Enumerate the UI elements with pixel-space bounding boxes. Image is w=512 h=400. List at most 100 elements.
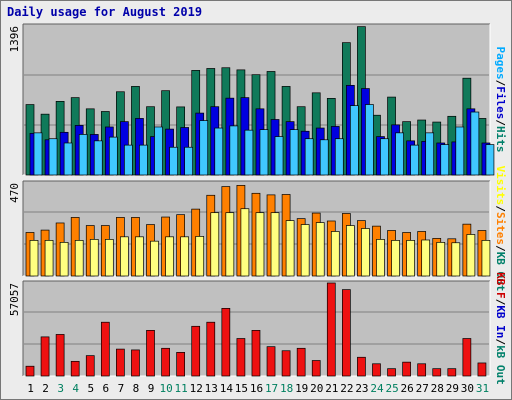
x-tick-label-day-15: 15 <box>235 382 248 395</box>
bar-pages-day-18 <box>289 129 299 176</box>
x-tick-label-day-16: 16 <box>250 382 263 395</box>
bar-visits-day-14 <box>225 212 235 277</box>
bar-pages-day-29 <box>455 126 465 176</box>
legend-label-bottom: KB F/KB In/kB Out <box>494 272 507 385</box>
bar-pages-day-27 <box>425 132 435 176</box>
bar-pages-day-6 <box>108 136 118 176</box>
bar-visits-day-4 <box>74 240 84 277</box>
bar-kb-f-day-7 <box>116 348 125 377</box>
x-tick-label-day-24: 24 <box>370 382 384 395</box>
bar-kb-f-day-10 <box>161 347 170 377</box>
legend-part: / <box>494 80 507 87</box>
bar-pages-day-13 <box>214 127 224 176</box>
bar-kb-f-day-25 <box>387 368 396 377</box>
x-tick-label-day-10: 10 <box>159 382 172 395</box>
bar-visits-day-31 <box>481 240 491 277</box>
legend-part: Pages <box>494 47 507 80</box>
bar-kb-f-day-26 <box>402 361 411 377</box>
x-tick-label-day-19: 19 <box>295 382 308 395</box>
bar-visits-day-10 <box>165 236 174 277</box>
x-tick-label-day-30: 30 <box>461 382 474 395</box>
bar-kb-f-day-18 <box>281 350 291 377</box>
legend-label-middle: Visits/Sites/KB Out <box>494 166 507 292</box>
x-tick-label-day-29: 29 <box>446 382 459 395</box>
x-tick-label-day-21: 21 <box>325 382 338 395</box>
bar-visits-day-13 <box>210 212 220 277</box>
bar-kb-f-day-12 <box>191 325 201 377</box>
chart-title: Daily usage for August 2019 <box>7 5 203 19</box>
bar-kb-f-day-2 <box>40 336 50 377</box>
legend-part: / <box>494 119 507 126</box>
bar-visits-day-17 <box>270 212 280 277</box>
x-tick-label-day-8: 8 <box>133 382 140 395</box>
legend-part: kB Out <box>494 345 507 385</box>
x-tick-label-day-22: 22 <box>340 382 353 395</box>
bar-visits-day-3 <box>59 242 69 277</box>
bar-visits-day-16 <box>255 212 265 277</box>
bar-kb-f-day-21 <box>326 282 336 377</box>
x-tick-label-day-11: 11 <box>175 382 188 395</box>
bar-kb-f-day-4 <box>70 360 80 377</box>
legend-label-top: Pages/Files/Hits <box>494 47 507 153</box>
bar-visits-day-29 <box>451 242 461 277</box>
bar-pages-day-11 <box>184 146 193 176</box>
legend-part: KB F <box>494 272 507 299</box>
bar-visits-day-27 <box>421 239 431 277</box>
x-tick-label-day-27: 27 <box>416 382 429 395</box>
bar-kb-f-day-24 <box>372 363 381 377</box>
bar-pages-day-17 <box>274 136 284 176</box>
bar-pages-day-20 <box>319 139 329 176</box>
legend-part: / <box>494 245 507 252</box>
bar-visits-day-1 <box>29 240 39 277</box>
bar-pages-day-25 <box>395 132 404 176</box>
x-tick-label-day-13: 13 <box>205 382 218 395</box>
bar-pages-day-5 <box>93 140 103 176</box>
bar-visits-day-8 <box>135 236 144 277</box>
bar-visits-day-22 <box>346 225 355 277</box>
bar-pages-day-22 <box>350 105 359 176</box>
x-tick-label-day-9: 9 <box>148 382 155 395</box>
y-max-label-middle: 470 <box>8 183 21 203</box>
bar-kb-f-day-3 <box>55 334 65 377</box>
bar-visits-day-23 <box>361 228 370 277</box>
bar-pages-day-4 <box>78 134 88 176</box>
bar-pages-day-23 <box>365 104 374 176</box>
bar-visits-day-26 <box>406 240 415 277</box>
bar-pages-day-10 <box>169 146 178 176</box>
bar-kb-f-day-28 <box>432 368 442 377</box>
y-max-label-bottom: 57057 <box>8 283 21 316</box>
bar-kb-f-day-8 <box>131 349 140 377</box>
bar-pages-day-3 <box>63 142 73 176</box>
x-tick-label-day-25: 25 <box>385 382 398 395</box>
bar-visits-day-12 <box>195 236 205 277</box>
bar-kb-f-day-1 <box>25 365 35 377</box>
bar-visits-day-20 <box>315 222 325 277</box>
bar-kb-f-day-16 <box>251 330 261 377</box>
bar-visits-day-2 <box>44 240 54 277</box>
bar-kb-f-day-29 <box>447 368 457 377</box>
bar-visits-day-9 <box>150 240 159 277</box>
bar-pages-day-14 <box>229 125 239 176</box>
bar-kb-f-day-23 <box>357 356 366 377</box>
bar-pages-day-19 <box>304 138 314 176</box>
bar-kb-f-day-20 <box>311 360 321 377</box>
x-tick-label-day-23: 23 <box>355 382 368 395</box>
bar-pages-day-24 <box>380 138 389 176</box>
x-tick-label-day-12: 12 <box>190 382 203 395</box>
x-tick-label-day-5: 5 <box>87 382 94 395</box>
bar-kb-f-day-11 <box>176 352 185 377</box>
bar-pages-day-21 <box>334 138 344 176</box>
bar-pages-day-8 <box>139 144 148 176</box>
bar-pages-day-7 <box>124 144 133 176</box>
bar-kb-f-day-22 <box>342 289 351 377</box>
x-tick-label-day-18: 18 <box>280 382 293 395</box>
legend-part: / <box>494 205 507 212</box>
bar-pages-day-1 <box>33 132 43 176</box>
bar-pages-day-15 <box>244 129 254 176</box>
bar-kb-f-day-17 <box>266 346 276 377</box>
x-tick-label-day-17: 17 <box>265 382 278 395</box>
x-tick-label-day-1: 1 <box>27 382 34 395</box>
bar-pages-day-26 <box>410 144 419 176</box>
bar-visits-day-28 <box>436 242 446 277</box>
legend-part: KB In <box>494 305 507 338</box>
